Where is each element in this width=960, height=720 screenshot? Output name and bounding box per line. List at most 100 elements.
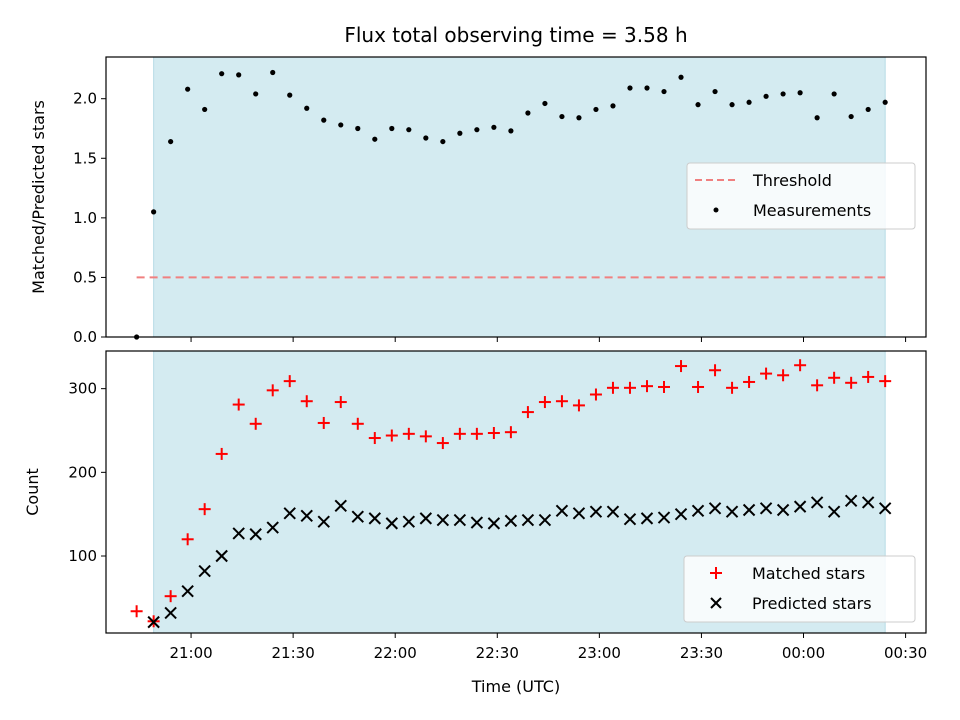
plot-frame — [105, 56, 927, 338]
predicted-star-marker — [453, 513, 467, 527]
predicted-star-marker — [181, 584, 194, 598]
matched-star-marker — [521, 406, 534, 419]
measurement-point — [525, 110, 531, 116]
predicted-star-marker — [504, 514, 518, 528]
matched-star-marker — [692, 380, 705, 393]
predicted-star-marker — [708, 502, 722, 515]
predicted-star-marker — [861, 496, 875, 509]
matched-star-marker — [760, 367, 773, 380]
top-panel: 0.00.51.01.52.0 Matched/Predicted stars … — [29, 56, 927, 346]
measurement-point — [474, 127, 480, 133]
predicted-star-marker — [555, 504, 569, 518]
measurement-point — [355, 125, 361, 132]
legend-box — [683, 555, 916, 623]
matched-star-marker — [266, 384, 279, 397]
matched-star-marker — [504, 426, 517, 439]
predicted-star-marker — [215, 549, 228, 563]
predicted-star-marker — [742, 503, 756, 517]
measurement-point — [865, 106, 871, 113]
matched-star-marker — [232, 398, 245, 411]
matched-star-marker — [317, 416, 330, 429]
predicted-star-marker — [521, 513, 535, 527]
matched-star-marker — [828, 371, 841, 384]
predicted-star-marker — [317, 515, 330, 528]
measurement-point — [457, 130, 463, 136]
predicted-star-marker — [776, 503, 790, 517]
x-tick-label: 22:00 — [374, 644, 417, 662]
measurement-point — [151, 209, 157, 215]
measurement-point — [678, 74, 684, 80]
predicted-star-marker — [810, 496, 824, 509]
matched-star-marker — [215, 447, 228, 460]
measurement-point — [202, 106, 208, 113]
measurement-point — [389, 125, 395, 132]
measurement-point — [287, 92, 293, 98]
measurement-point — [576, 115, 582, 121]
y-tick-label: 0.5 — [73, 268, 97, 286]
x-tick-label: 00:00 — [782, 644, 825, 662]
y-tick-label: 0.0 — [73, 328, 97, 346]
plot-frame — [105, 350, 927, 634]
y-axis-label: Count — [23, 468, 42, 516]
matched-star-marker — [709, 364, 722, 377]
predicted-star-marker — [487, 517, 501, 530]
matched-star-marker — [453, 427, 466, 440]
matched-star-marker — [368, 432, 381, 445]
x-axis-label: Time (UTC) — [471, 677, 560, 696]
matched-star-marker — [726, 381, 739, 394]
y-tick-label: 2.0 — [73, 90, 97, 108]
measurement-point — [746, 99, 752, 105]
measurement-point — [508, 128, 514, 134]
matched-star-marker — [811, 379, 824, 392]
measurement-point — [406, 127, 412, 133]
predicted-star-marker — [266, 521, 279, 534]
matched-star-marker — [198, 503, 211, 516]
y-tick-label: 200 — [68, 463, 97, 481]
measurement-point — [593, 106, 599, 113]
x-tick-label: 23:30 — [680, 644, 723, 662]
measurement-point — [372, 136, 378, 142]
legend: Threshold Measurements — [686, 162, 916, 230]
matched-star-marker — [589, 388, 602, 401]
measurement-point — [814, 115, 820, 121]
predicted-star-marker — [623, 512, 637, 526]
matched-star-marker — [436, 437, 449, 450]
predicted-star-marker — [589, 505, 603, 518]
legend-matched-swatch — [710, 567, 722, 579]
matched-star-marker — [675, 360, 688, 373]
predicted-star-marker — [198, 564, 211, 578]
measurement-point — [236, 72, 242, 78]
measurement-point — [219, 71, 225, 77]
matched-star-marker — [777, 369, 790, 382]
predicted-star-marker — [436, 513, 450, 527]
y-tick-label: 100 — [68, 547, 97, 565]
y-tick-label: 300 — [68, 380, 97, 398]
predicted-star-marker — [606, 505, 620, 518]
predicted-star-marker — [300, 509, 313, 523]
matched-star-marker — [402, 427, 415, 440]
bottom-panel: 100 200 300 21:00 21:30 22:00 22:30 23:00 23:30… — [23, 350, 927, 696]
predicted-star-marker — [844, 494, 858, 507]
chart-title: Flux total observing time = 3.58 h — [344, 23, 687, 47]
matched-star-marker — [845, 376, 858, 389]
predicted-star-marker — [640, 512, 654, 525]
measurement-point — [780, 91, 786, 97]
predicted-star-marker — [385, 517, 399, 530]
measurement-point — [304, 105, 310, 111]
matched-star-marker — [470, 427, 483, 440]
predicted-star-marker — [351, 510, 364, 523]
legend-box — [686, 162, 916, 230]
predicted-star-marker — [674, 507, 688, 521]
matched-star-marker — [538, 396, 551, 409]
measurement-point — [338, 122, 344, 128]
matched-star-marker — [606, 381, 619, 394]
measurement-point — [882, 99, 888, 105]
matched-star-marker — [419, 430, 432, 443]
matched-star-marker — [283, 375, 296, 388]
matched-star-marker — [181, 533, 194, 546]
matched-star-marker — [555, 395, 568, 408]
matched-star-marker — [351, 417, 364, 430]
measurement-point — [712, 88, 718, 95]
y-tick-label: 1.0 — [73, 209, 97, 227]
matched-star-marker — [300, 395, 313, 408]
